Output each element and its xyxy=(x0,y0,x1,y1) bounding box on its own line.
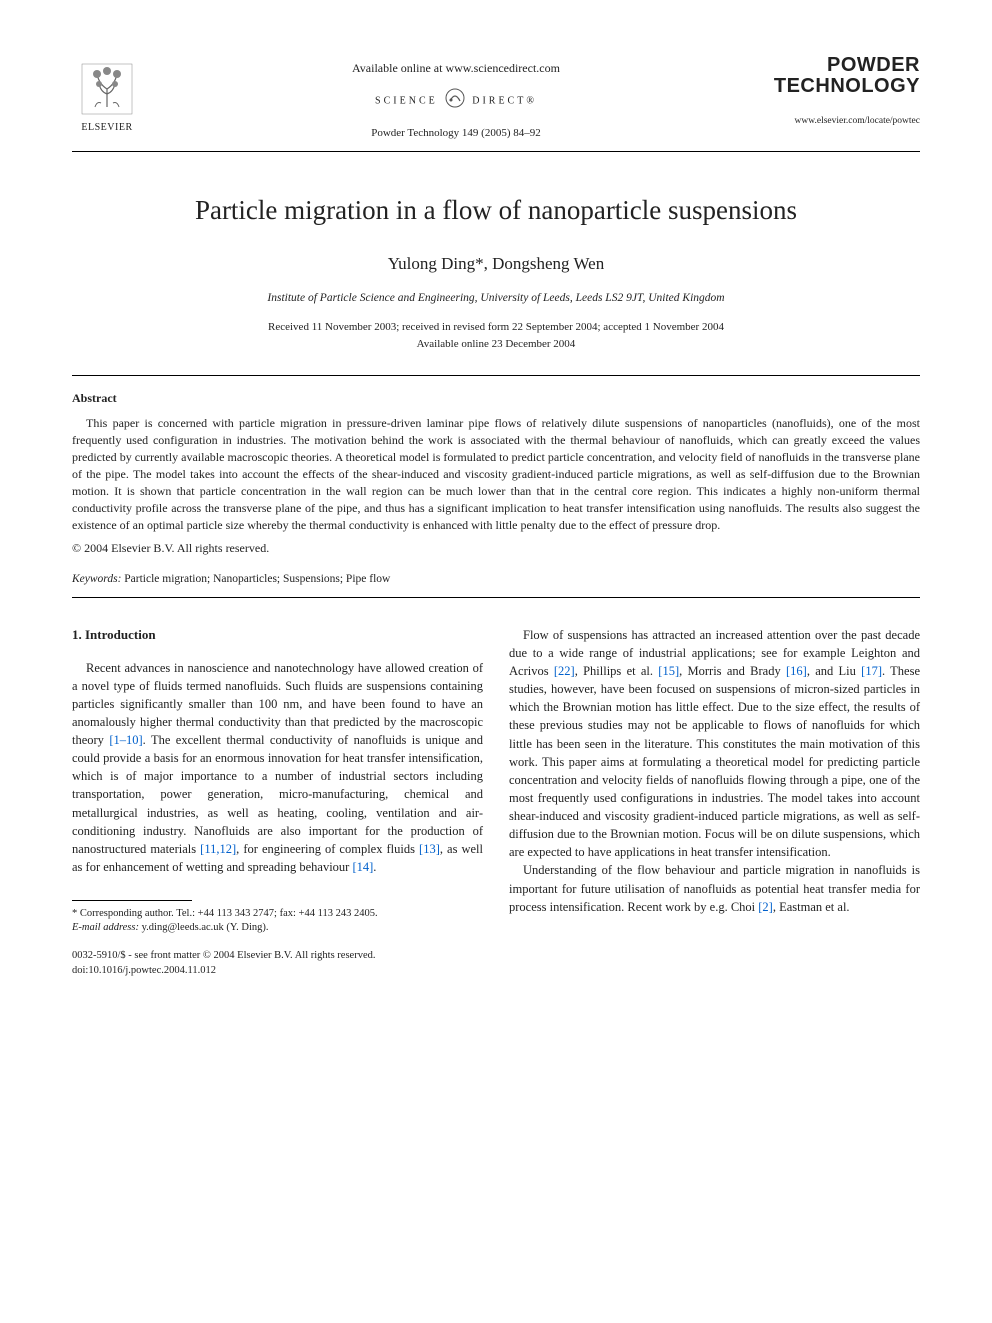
authors: Yulong Ding*, Dongsheng Wen xyxy=(72,252,920,276)
column-left: 1. Introduction Recent advances in nanos… xyxy=(72,626,483,978)
email-footnote: E-mail address: y.ding@leeds.ac.uk (Y. D… xyxy=(72,921,483,935)
email-label: E-mail address: xyxy=(72,922,139,933)
header-row: ELSEVIER Available online at www.science… xyxy=(72,55,920,141)
intro-paragraph-3: Understanding of the flow behaviour and … xyxy=(509,861,920,915)
science-direct-logo: SCIENCE DIRECT® xyxy=(142,87,770,114)
citation-link[interactable]: [14] xyxy=(352,860,373,874)
elsevier-logo: ELSEVIER xyxy=(72,55,142,135)
elsevier-tree-icon xyxy=(77,59,137,119)
citation-link[interactable]: [22] xyxy=(554,664,575,678)
science-direct-right: DIRECT® xyxy=(472,95,537,106)
elsevier-label: ELSEVIER xyxy=(81,121,132,135)
article-title: Particle migration in a flow of nanopart… xyxy=(72,192,920,230)
abstract-body: This paper is concerned with particle mi… xyxy=(72,416,920,532)
footnote-separator xyxy=(72,900,192,901)
abstract-heading: Abstract xyxy=(72,390,920,407)
section-heading: 1. Introduction xyxy=(72,626,483,645)
available-date: Available online 23 December 2004 xyxy=(72,337,920,352)
science-direct-left: SCIENCE xyxy=(375,95,438,106)
keywords: Keywords: Particle migration; Nanopartic… xyxy=(72,571,920,587)
intro-paragraph-2: Flow of suspensions has attracted an inc… xyxy=(509,626,920,862)
journal-title-line1: POWDER xyxy=(770,55,920,76)
citation-link[interactable]: [13] xyxy=(419,842,440,856)
front-matter-line: 0032-5910/$ - see front matter © 2004 El… xyxy=(72,949,483,963)
citation-link[interactable]: [1–10] xyxy=(109,733,142,747)
rule-top xyxy=(72,151,920,152)
header-center: Available online at www.sciencedirect.co… xyxy=(142,55,770,141)
citation-link[interactable]: [17] xyxy=(861,664,882,678)
rule-below-abstract xyxy=(72,597,920,598)
citation-link[interactable]: [11,12] xyxy=(200,842,236,856)
corresponding-author-footnote: * Corresponding author. Tel.: +44 113 34… xyxy=(72,907,483,921)
journal-title-line2: TECHNOLOGY xyxy=(770,76,920,97)
science-direct-icon xyxy=(444,87,466,114)
journal-url[interactable]: www.elsevier.com/locate/powtec xyxy=(770,115,920,128)
citation-link[interactable]: [16] xyxy=(786,664,807,678)
journal-logo: POWDER TECHNOLOGY www.elsevier.com/locat… xyxy=(770,55,920,128)
abstract-text: This paper is concerned with particle mi… xyxy=(72,415,920,534)
doi-line: doi:10.1016/j.powtec.2004.11.012 xyxy=(72,964,483,978)
intro-paragraph-1: Recent advances in nanoscience and nanot… xyxy=(72,659,483,877)
citation-text: Powder Technology 149 (2005) 84–92 xyxy=(142,126,770,141)
citation-link[interactable]: [15] xyxy=(658,664,679,678)
column-right: Flow of suspensions has attracted an inc… xyxy=(509,626,920,978)
affiliation: Institute of Particle Science and Engine… xyxy=(72,290,920,306)
available-online-text: Available online at www.sciencedirect.co… xyxy=(142,60,770,77)
keywords-label: Keywords: xyxy=(72,573,121,585)
rule-above-abstract xyxy=(72,375,920,376)
copyright: © 2004 Elsevier B.V. All rights reserved… xyxy=(72,540,920,557)
keywords-text: Particle migration; Nanoparticles; Suspe… xyxy=(121,573,390,585)
body-columns: 1. Introduction Recent advances in nanos… xyxy=(72,626,920,978)
email-address[interactable]: y.ding@leeds.ac.uk (Y. Ding). xyxy=(139,922,269,933)
article-dates: Received 11 November 2003; received in r… xyxy=(72,320,920,335)
citation-link[interactable]: [2] xyxy=(758,900,773,914)
bottom-meta: 0032-5910/$ - see front matter © 2004 El… xyxy=(72,949,483,977)
